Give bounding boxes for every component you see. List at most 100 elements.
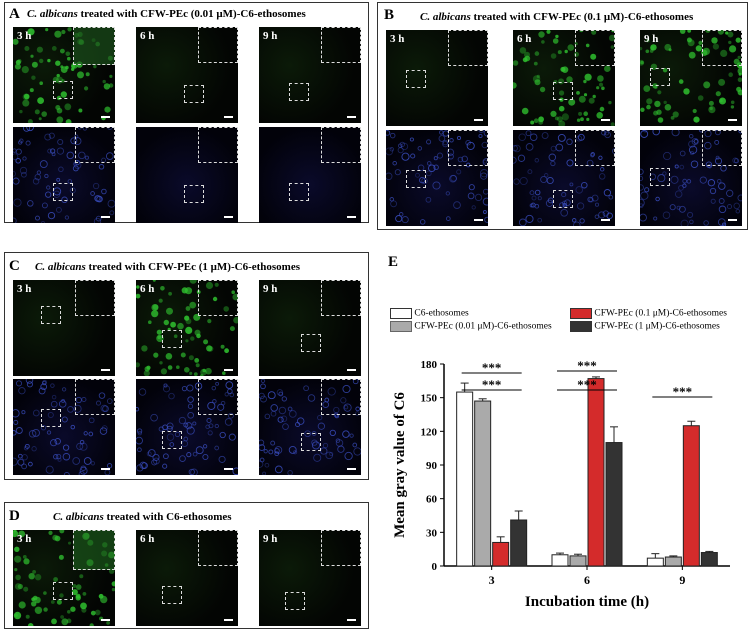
cell	[14, 555, 22, 563]
cell	[557, 133, 566, 142]
cell	[184, 367, 190, 373]
cell	[58, 554, 64, 560]
cell	[27, 623, 34, 626]
cell	[94, 195, 102, 203]
roi-box	[53, 183, 73, 201]
cell	[68, 541, 71, 545]
cell	[103, 83, 111, 90]
cell	[598, 173, 606, 180]
cell	[259, 460, 264, 468]
cell	[718, 198, 725, 204]
roi-box	[41, 409, 61, 427]
cell	[386, 130, 391, 136]
cell	[419, 176, 426, 184]
cell	[482, 197, 488, 206]
cell	[688, 145, 698, 154]
zoom-inset	[702, 30, 742, 66]
legend-label-p001: CFW-PEc (0.01 μM)-C6-ethosomes	[414, 321, 552, 332]
cell	[580, 117, 584, 122]
cell	[43, 591, 47, 595]
cell	[51, 618, 57, 625]
cell	[47, 58, 51, 63]
cell	[527, 169, 533, 175]
cell	[146, 451, 152, 457]
cell	[442, 141, 449, 148]
cell	[575, 186, 583, 194]
cell	[601, 86, 605, 91]
micrograph-b-green-3h: 3 h	[386, 30, 488, 126]
cell	[564, 199, 571, 207]
cell	[603, 189, 612, 197]
cell	[311, 439, 318, 446]
cell	[136, 362, 140, 368]
cell	[518, 218, 527, 226]
cell	[550, 160, 556, 167]
cell	[417, 146, 423, 151]
cell	[536, 74, 540, 78]
cell	[689, 219, 694, 225]
zoom-inset	[198, 27, 238, 63]
y-tick-label: 60	[426, 494, 438, 506]
cell	[519, 47, 527, 54]
panel-d-title-rest: treated with C6-ethosomes	[103, 511, 232, 523]
cell	[205, 424, 210, 430]
cell	[576, 118, 581, 122]
cell	[93, 64, 97, 69]
panel-d-species: C. albicans	[53, 511, 104, 523]
time-label: 6 h	[140, 283, 155, 295]
micrograph-d-green-6h: 6 h	[136, 530, 238, 626]
cell	[733, 158, 740, 164]
cell	[450, 174, 457, 182]
cell	[44, 173, 49, 179]
cell	[45, 191, 52, 198]
cell	[260, 379, 266, 384]
cell	[649, 49, 654, 53]
cell	[569, 182, 574, 187]
cell	[29, 88, 34, 93]
cell	[263, 449, 268, 454]
cell	[19, 109, 23, 114]
scale-bar	[347, 619, 356, 621]
x-axis-label: Incubation time (h)	[525, 594, 649, 610]
cells-dense-blue	[136, 379, 238, 475]
cell	[278, 391, 284, 397]
time-label: 9 h	[644, 33, 659, 45]
cell	[39, 81, 43, 85]
cell	[55, 206, 62, 213]
micrograph-a-green-3h: 3 h	[13, 27, 115, 123]
cell	[484, 216, 488, 223]
bar	[605, 442, 623, 567]
cell	[47, 411, 54, 419]
cell	[72, 457, 81, 465]
cell	[674, 164, 679, 169]
y-tick-label: 0	[432, 561, 438, 573]
cell	[655, 196, 660, 202]
cells-dense-blue	[513, 130, 615, 226]
cell	[15, 148, 22, 155]
cell	[57, 138, 64, 146]
cell	[158, 298, 163, 303]
cell	[54, 30, 62, 38]
cell	[702, 47, 710, 56]
cell	[397, 147, 404, 154]
scale-bar	[224, 116, 233, 118]
cell	[166, 433, 175, 441]
cell	[389, 132, 396, 139]
cell	[568, 98, 576, 106]
cell	[676, 205, 681, 210]
cell	[737, 67, 742, 75]
panel-b-letter: B	[384, 7, 395, 23]
cell	[662, 151, 672, 161]
cell	[63, 471, 70, 475]
cell	[650, 44, 657, 51]
cell	[720, 165, 727, 172]
cell	[138, 388, 147, 396]
cell	[35, 215, 40, 221]
cell	[709, 106, 713, 111]
micrograph-d-green-9h: 9 h	[259, 530, 361, 626]
roi-box	[53, 81, 73, 99]
cell	[703, 81, 711, 89]
cell	[50, 439, 58, 447]
cell	[722, 222, 727, 226]
roi-box	[650, 68, 670, 86]
